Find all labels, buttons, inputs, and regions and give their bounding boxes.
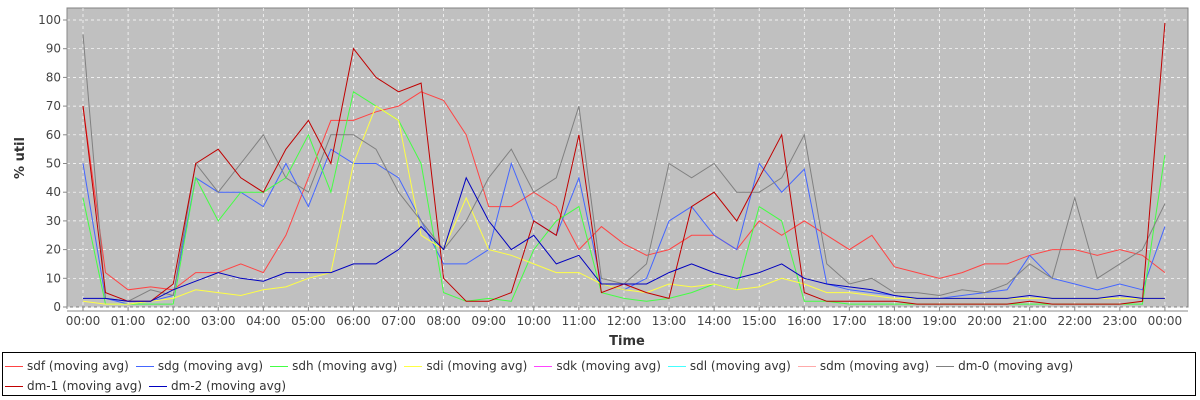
legend-label: dm-0 (moving avg)	[958, 359, 1074, 373]
legend-label: sdg (moving avg)	[157, 359, 264, 373]
x-tick-label: 00:00	[1148, 314, 1183, 328]
series-line-dm-2	[83, 176, 1165, 302]
x-axis-title: Time	[609, 334, 645, 349]
legend-item: dm-1 (moving avg)	[5, 376, 142, 396]
legend-swatch	[797, 365, 816, 367]
legend-label: dm-1 (moving avg)	[27, 379, 143, 393]
legend-swatch	[270, 365, 289, 367]
x-tick-label: 17:00	[832, 314, 867, 328]
legend-swatch	[5, 385, 23, 387]
series-line-sdf	[82, 91, 1166, 291]
x-tick-label: 03:00	[201, 314, 236, 328]
x-tick-label: 19:00	[922, 314, 957, 328]
x-tick-label: 08:00	[426, 314, 461, 328]
legend-swatch	[5, 365, 23, 367]
legend-label: sdf (moving avg)	[27, 359, 129, 373]
legend-item: sdl (moving avg)	[667, 356, 791, 376]
x-tick-label: 11:00	[562, 314, 597, 328]
y-tick-label: 60	[46, 128, 61, 142]
x-tick-label: 07:00	[381, 314, 416, 328]
x-tick-label: 18:00	[877, 314, 912, 328]
y-tick-label: 50	[46, 157, 61, 171]
legend-swatch	[534, 365, 553, 367]
legend-item: sdh (moving avg)	[270, 356, 397, 376]
x-tick-label: 04:00	[246, 314, 281, 328]
x-tick-label: 16:00	[787, 314, 822, 328]
x-tick-label: 05:00	[291, 314, 326, 328]
legend-label: sdm (moving avg)	[819, 359, 930, 373]
y-axis-title: % util	[13, 137, 28, 179]
y-tick-label: 30	[46, 214, 61, 228]
y-tick-label: 90	[46, 42, 61, 56]
x-tick-label: 09:00	[471, 314, 506, 328]
x-tick-label: 00:00	[66, 314, 101, 328]
x-tick-label: 06:00	[336, 314, 371, 328]
x-tick-label: 23:00	[1103, 314, 1138, 328]
y-tick-label: 0	[53, 300, 61, 314]
chart: 0 10 20 30 40 50 60 70 80 90 100 00:00 01:00 02:00 03:…	[13, 7, 1189, 349]
legend-swatch	[135, 365, 154, 367]
legend-item: dm-0 (moving avg)	[936, 356, 1073, 376]
y-tick-label: 80	[46, 70, 61, 84]
x-tick-label: 20:00	[967, 314, 1002, 328]
legend-item: sdk (moving avg)	[534, 356, 661, 376]
legend-item: sdm (moving avg)	[797, 356, 930, 376]
legend-swatch	[667, 365, 686, 367]
legend-label: dm-2 (moving avg)	[171, 379, 287, 393]
plot-area	[66, 7, 1189, 308]
legend-label: sdk (moving avg)	[556, 359, 661, 373]
legend-label: sdh (moving avg)	[292, 359, 398, 373]
y-tick-label: 40	[46, 185, 61, 199]
x-tick-label: 21:00	[1012, 314, 1047, 328]
legend-swatch	[149, 385, 168, 387]
y-tick-label: 100	[38, 13, 61, 27]
legend-swatch	[936, 365, 955, 367]
x-tick-label: 02:00	[156, 314, 191, 328]
legend-item: sdi (moving avg)	[404, 356, 527, 376]
y-tick-label: 20	[46, 243, 61, 257]
legend-swatch	[404, 365, 423, 367]
legend: sdf (moving avg) sdg (moving avg) sdh (mov…	[2, 352, 1196, 396]
legend-label: sdl (moving avg)	[689, 359, 791, 373]
legend-item: dm-2 (moving avg)	[149, 376, 286, 396]
x-tick-label: 12:00	[607, 314, 642, 328]
x-tick-label: 14:00	[697, 314, 732, 328]
x-tick-label: 13:00	[652, 314, 687, 328]
legend-item: sdf (moving avg)	[5, 356, 129, 376]
legend-label: sdi (moving avg)	[426, 359, 528, 373]
x-tick-label: 15:00	[742, 314, 777, 328]
y-tick-label: 70	[46, 99, 61, 113]
y-tick-label: 10	[46, 271, 61, 285]
x-tick-label: 22:00	[1057, 314, 1092, 328]
x-tick-label: 10:00	[517, 314, 552, 328]
legend-item: sdg (moving avg)	[135, 356, 264, 376]
x-tick-label: 01:00	[111, 314, 146, 328]
